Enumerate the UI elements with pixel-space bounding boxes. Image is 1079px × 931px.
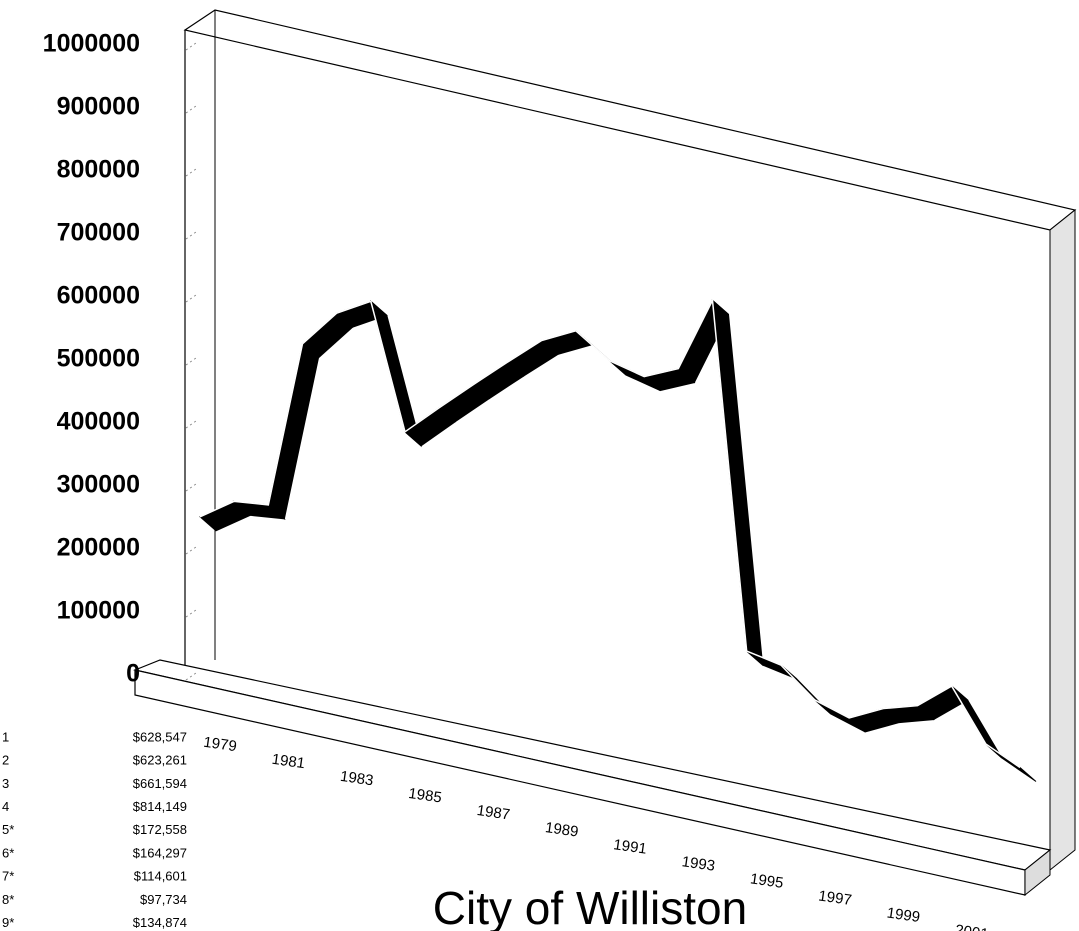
tick-mark [185,231,197,240]
y-tick-label: 900000 [57,93,140,121]
floor-side [1024,848,1051,897]
y-tick-label: 1000000 [43,30,140,58]
ribbon-face [369,299,422,448]
tick-mark [185,105,197,114]
x-tick-label: 1991 [612,836,647,857]
table-value: $661,594 [133,776,187,791]
table-value: $97,734 [140,892,187,907]
table-value: $114,601 [134,869,187,884]
tick-mark [185,168,197,177]
x-tick-label: 1983 [339,768,374,789]
y-tick-label: 400000 [57,408,140,436]
table-label: 6* [2,845,14,860]
data-line [199,297,1021,769]
y-tick-label: 100000 [57,597,140,625]
ribbon-face [746,650,798,680]
ribbon-face [267,342,320,520]
tick-mark [185,609,197,618]
y-tick-label: 200000 [57,534,140,562]
tick-mark [185,357,197,366]
table-label: 1 [2,729,9,744]
tick-mark [185,546,197,555]
table-label: 2 [2,753,9,768]
tick-mark [185,294,197,303]
x-tick-label: 1995 [749,870,784,891]
x-tick-label: 2001 [954,922,989,931]
table-value: $814,149 [133,799,187,814]
y-tick-label: 600000 [57,282,140,310]
back-wall-top [183,9,1077,231]
table-label: 5* [2,822,14,837]
y-tick-label: 300000 [57,471,140,499]
table-value: $134,874 [133,915,187,930]
floor-front [134,669,1026,896]
table-value: $628,547 [133,729,187,744]
y-tick-label: 0 [126,660,140,688]
ribbon-face [711,299,764,667]
table-label: 3 [2,776,9,791]
tick-mark [185,420,197,429]
chart-title: City of Williston [433,882,747,931]
x-tick-label: 1999 [886,905,921,926]
y-tick-label: 800000 [57,156,140,184]
y-tick-label: 500000 [57,345,140,373]
x-tick-label: 1989 [544,819,579,840]
ribbon-face [951,685,1003,759]
table-value: $172,558 [133,822,187,837]
table-label: 8* [2,892,14,907]
x-tick-label: 1997 [817,887,852,908]
x-tick-label: 1993 [681,853,716,874]
table-value: $164,297 [133,845,187,860]
tick-mark [185,483,197,492]
x-tick-label: 1985 [407,785,442,806]
x-tick-label: 1987 [476,802,511,823]
table-label: 4 [2,799,9,814]
tick-mark [185,42,197,51]
table-label: 7* [2,869,14,884]
y-tick-label: 700000 [57,219,140,247]
tick-mark [185,672,197,681]
right-wall [1049,208,1076,872]
table-value: $623,261 [133,753,187,768]
table-label: 9* [2,915,14,930]
x-tick-label: 1979 [202,734,237,755]
x-tick-label: 1981 [271,751,306,772]
